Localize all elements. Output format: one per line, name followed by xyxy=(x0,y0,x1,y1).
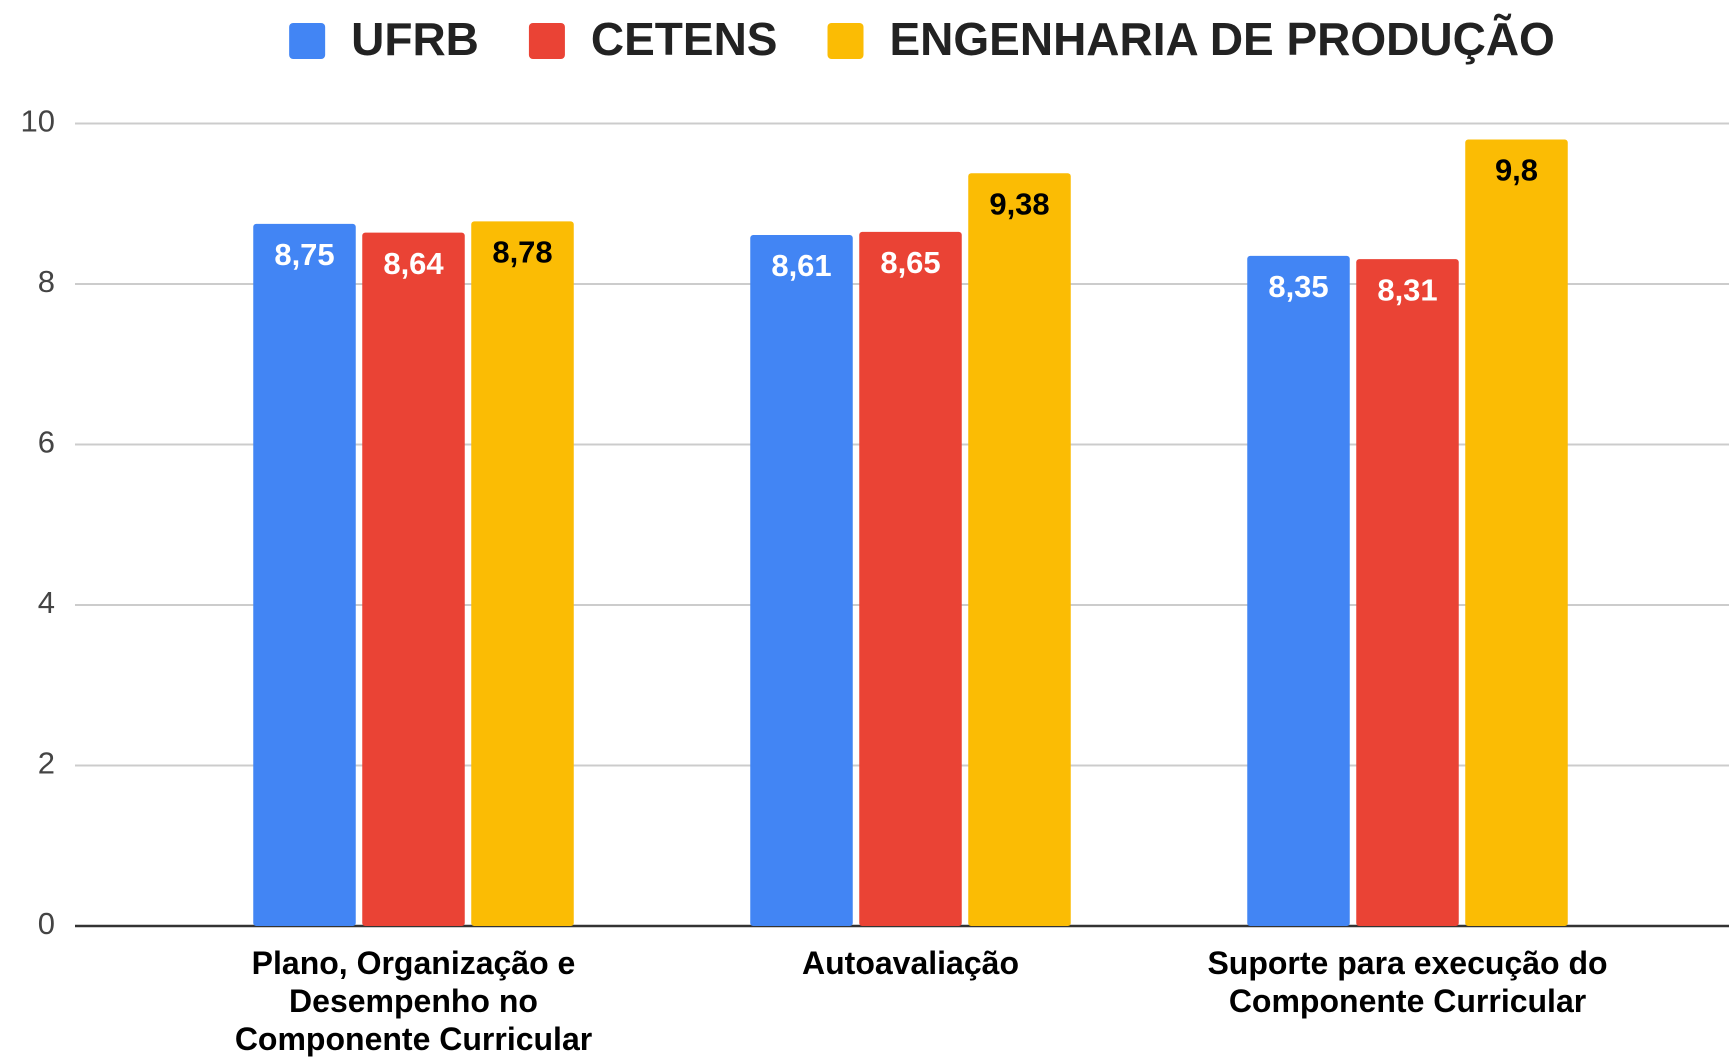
legend-label: ENGENHARIA DE PRODUÇÃO xyxy=(890,13,1555,65)
x-tick-label: Autoavaliação xyxy=(802,945,1019,981)
bar xyxy=(1356,259,1459,926)
x-tick-label: Suporte para execução do Componente Curr… xyxy=(1207,945,1608,1019)
data-label: 8,35 xyxy=(1268,269,1328,304)
x-tick-label: Plano, Organização e Desempenho no Compo… xyxy=(234,945,593,1057)
data-label: 8,78 xyxy=(492,235,552,270)
y-tick-label: 10 xyxy=(21,104,55,139)
y-tick-label: 6 xyxy=(38,425,55,460)
bar xyxy=(253,223,356,926)
bar xyxy=(1247,255,1350,927)
y-tick-label: 8 xyxy=(38,264,55,299)
data-label: 9,8 xyxy=(1495,153,1538,188)
bar xyxy=(471,221,574,926)
data-label: 8,61 xyxy=(771,248,831,283)
y-tick-label: 0 xyxy=(38,906,55,941)
bar xyxy=(968,173,1071,926)
data-label: 8,75 xyxy=(274,237,334,272)
legend-label: CETENS xyxy=(591,13,778,65)
bar xyxy=(362,232,465,926)
y-tick-label: 2 xyxy=(38,746,55,781)
legend-label: UFRB xyxy=(351,13,479,65)
data-label: 9,38 xyxy=(989,186,1049,221)
data-label: 8,31 xyxy=(1377,272,1437,307)
data-label: 8,65 xyxy=(880,245,940,280)
data-label: 8,64 xyxy=(383,246,444,281)
legend-swatch xyxy=(528,23,565,59)
y-tick-label: 4 xyxy=(38,585,55,620)
legend-swatch xyxy=(289,23,326,59)
legend-swatch xyxy=(827,23,864,59)
bar xyxy=(750,235,853,927)
bar xyxy=(859,231,962,926)
bar xyxy=(1465,139,1568,927)
